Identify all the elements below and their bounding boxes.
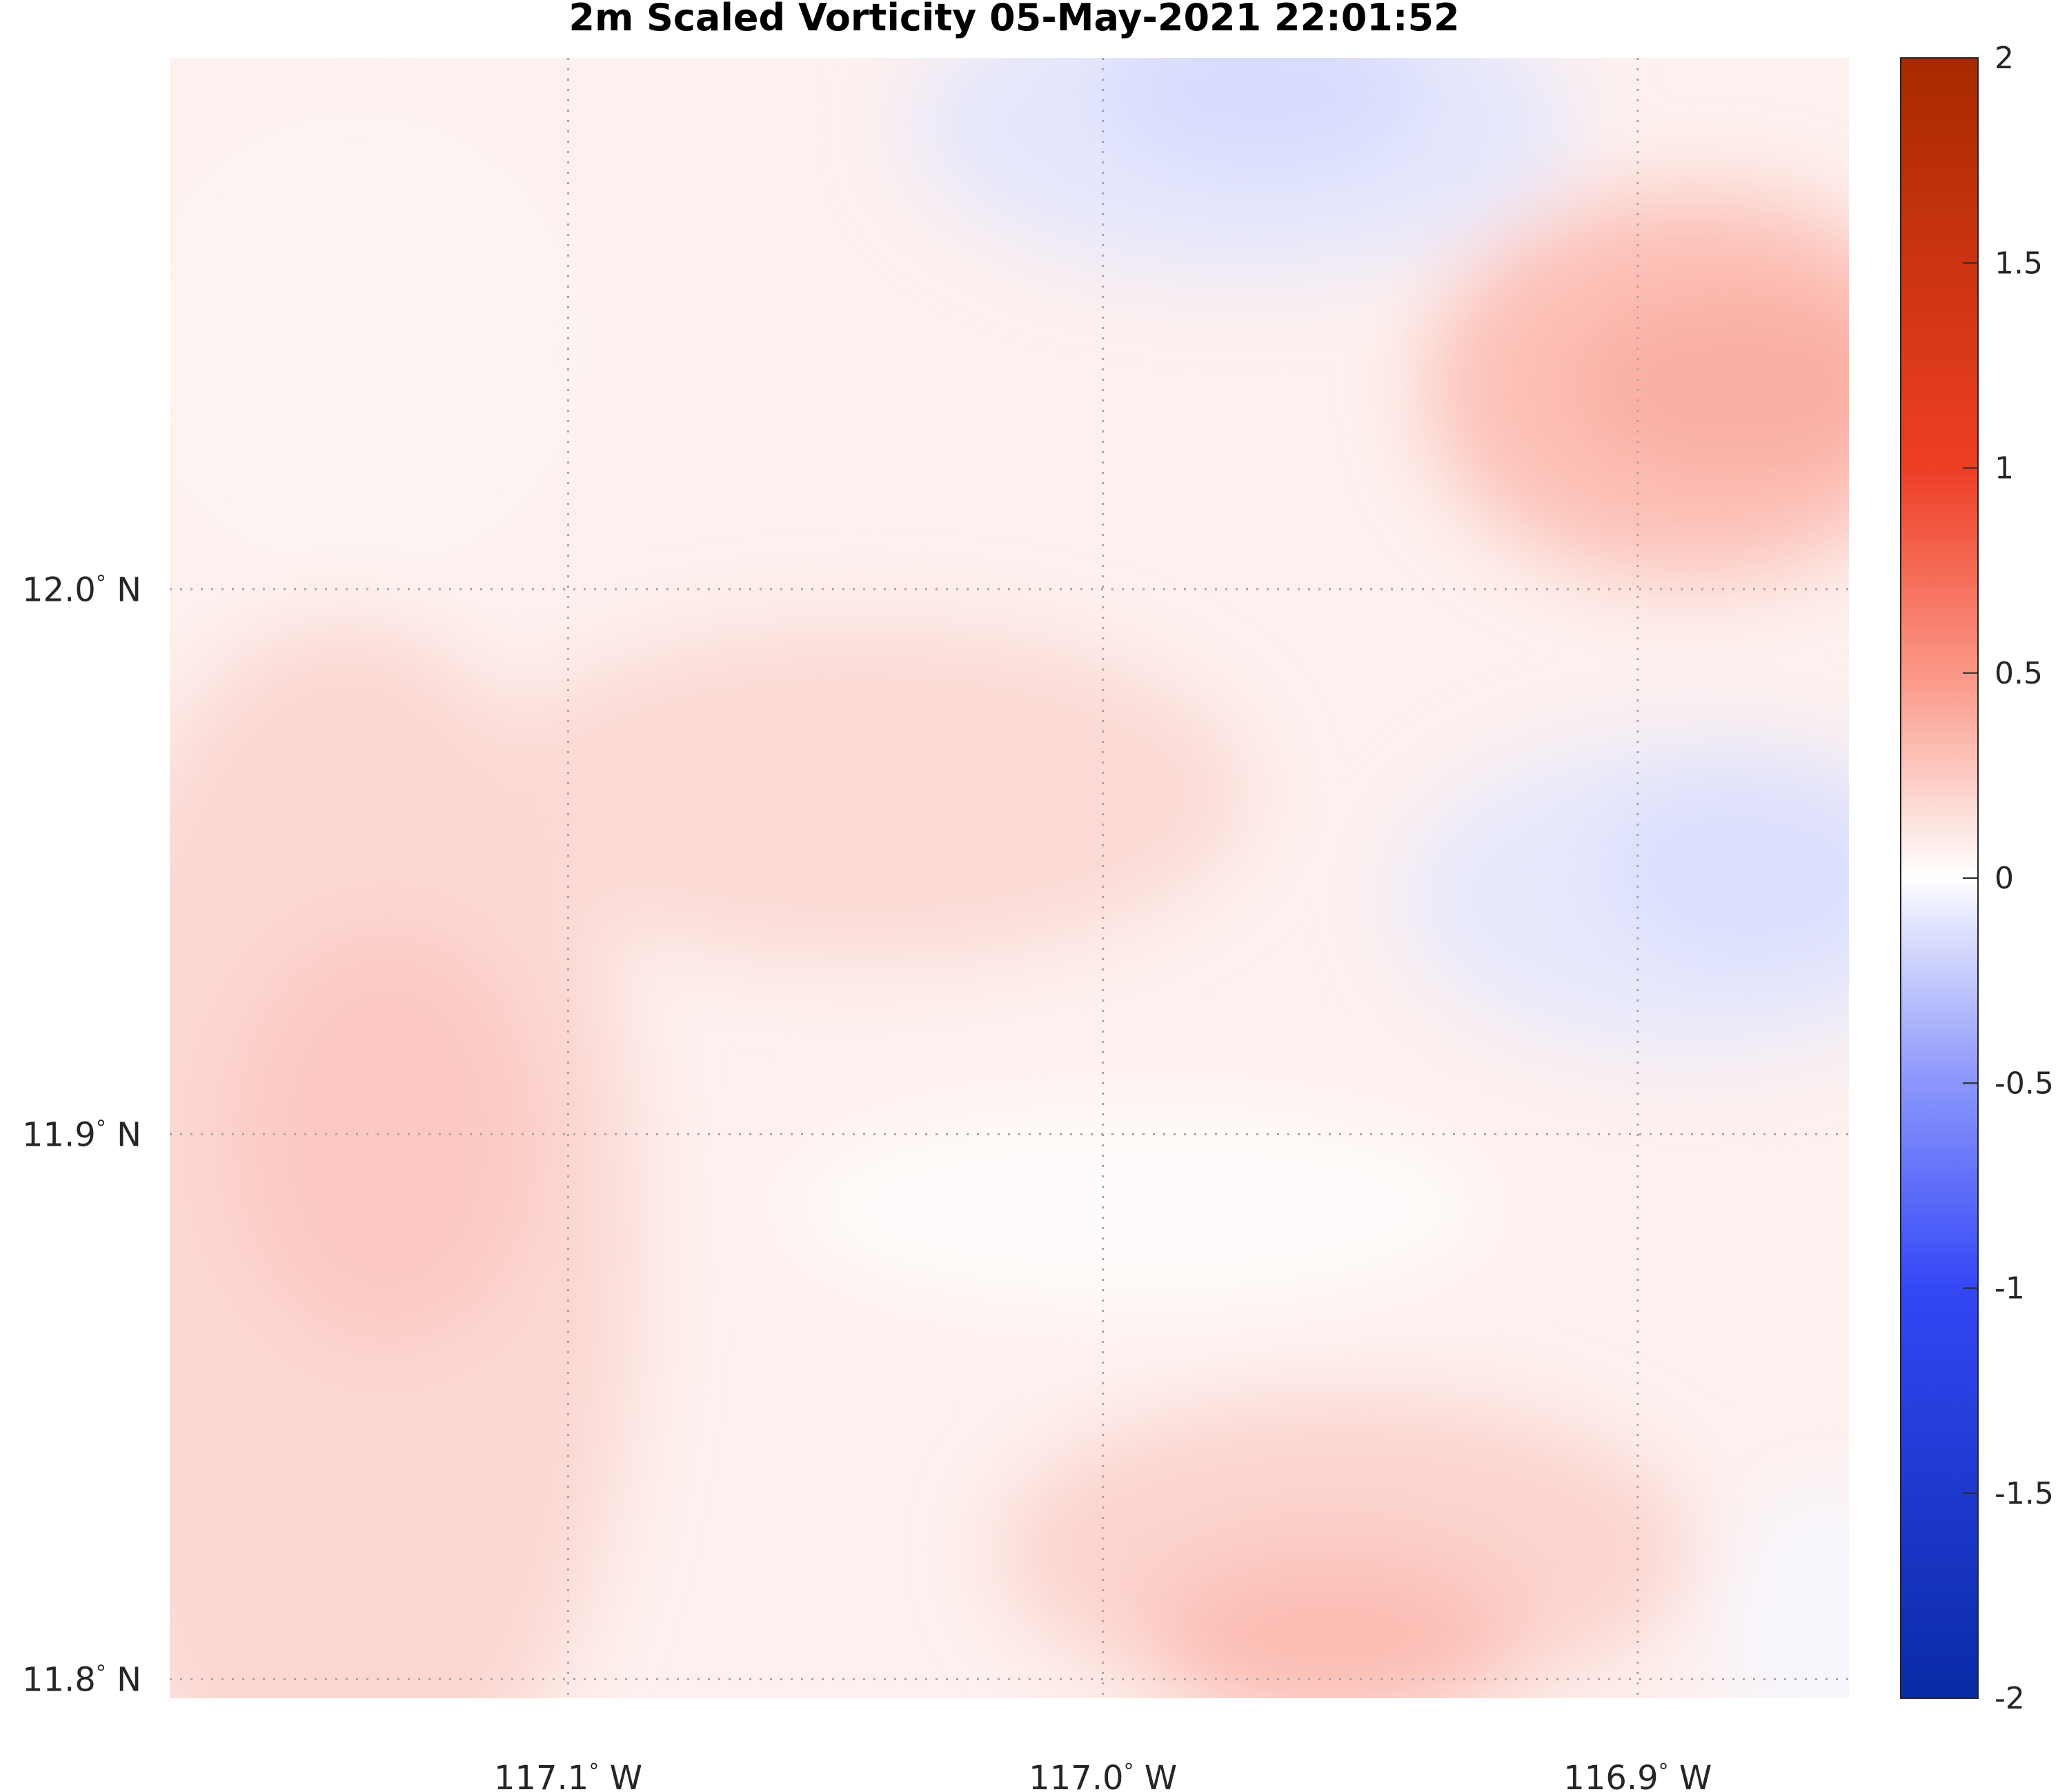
x-tick-label-0: 117.1° W [494, 1759, 642, 1792]
x-tick-label-1: 117.0° W [1029, 1759, 1177, 1792]
field-central-white [780, 1097, 1497, 1317]
colorbar: 2 1.5 1 0.5 0 -0.5 -1 -1.5 -2 [1900, 41, 2054, 1716]
colorbar-ticks: 2 1.5 1 0.5 0 -0.5 -1 -1.5 -2 [1963, 41, 2054, 1716]
field-northwest-pale [170, 97, 600, 593]
y-tick-labels: 12.0° N 11.9° N 11.8° N [22, 570, 141, 1699]
field-south-core [1152, 1559, 1511, 1698]
field-west-core [235, 931, 538, 1345]
field-southeast-white [1718, 1483, 1849, 1698]
grid-lines [170, 58, 1849, 1698]
field-center-ridge [476, 628, 1249, 959]
plot-area: 117.1° W 117.0° W 116.9° W 12.0° N11.9° N1… [22, 58, 1849, 1792]
y-tick-label-0: 12.0° N [22, 570, 141, 609]
chart-title: 2m Scaled Vorticity 05-May-2021 22:01:52 [568, 0, 1459, 39]
x-tick-label-2: 116.9° W [1563, 1759, 1712, 1792]
colorbar-tick-label-6: -1 [1995, 1271, 2025, 1306]
field-east-negative-core [1601, 766, 1849, 973]
field-northeast-core [1573, 297, 1849, 476]
colorbar-tick-label-0: 2 [1995, 41, 2014, 76]
colorbar-tick-label-7: -1.5 [1995, 1476, 2054, 1511]
field-north-negative-core [1104, 58, 1421, 166]
colorbar-tick-label-5: -0.5 [1995, 1066, 2054, 1101]
colorbar-tick-label-8: -2 [1995, 1681, 2025, 1716]
colorbar-tick-label-4: 0 [1995, 861, 2014, 896]
x-tick-labels: 117.1° W 117.0° W 116.9° W [494, 1759, 1712, 1792]
y-tick-label-2: 11.8° N [22, 1660, 141, 1699]
colorbar-tick-label-2: 1 [1995, 451, 2014, 486]
colorbar-tick-label-1: 1.5 [1995, 246, 2043, 281]
colorbar-tick-label-3: 0.5 [1995, 656, 2043, 691]
y-tick-label-1: 11.9° N [22, 1115, 141, 1154]
